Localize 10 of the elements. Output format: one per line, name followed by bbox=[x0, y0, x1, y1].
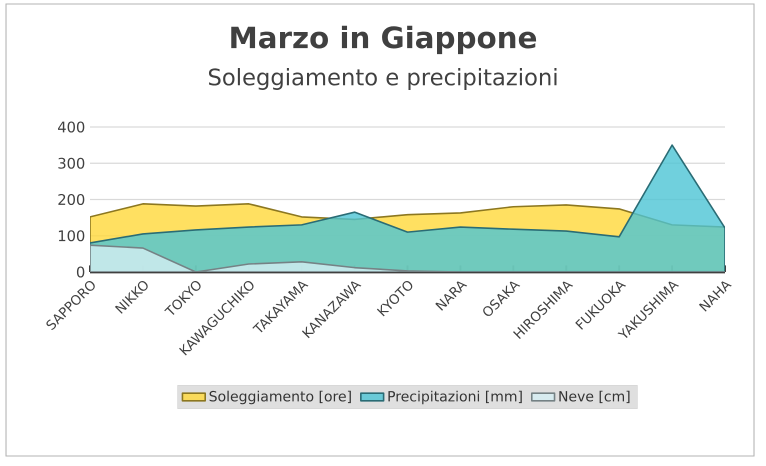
y-tick-label: 100 bbox=[58, 230, 84, 242]
y-tick-label: 0 bbox=[76, 266, 84, 278]
legend-label: Neve [cm] bbox=[559, 390, 630, 404]
chart-title: Marzo in Giappone bbox=[231, 26, 536, 54]
y-tick-label: 200 bbox=[58, 194, 84, 206]
chart-subtitle: Soleggiamento e precipitazioni bbox=[208, 68, 556, 90]
y-tick-label: 400 bbox=[58, 121, 84, 133]
legend-label: Precipitazioni [mm] bbox=[388, 390, 522, 404]
legend-label: Soleggiamento [ore] bbox=[210, 390, 351, 404]
y-tick-label: 300 bbox=[58, 158, 84, 169]
